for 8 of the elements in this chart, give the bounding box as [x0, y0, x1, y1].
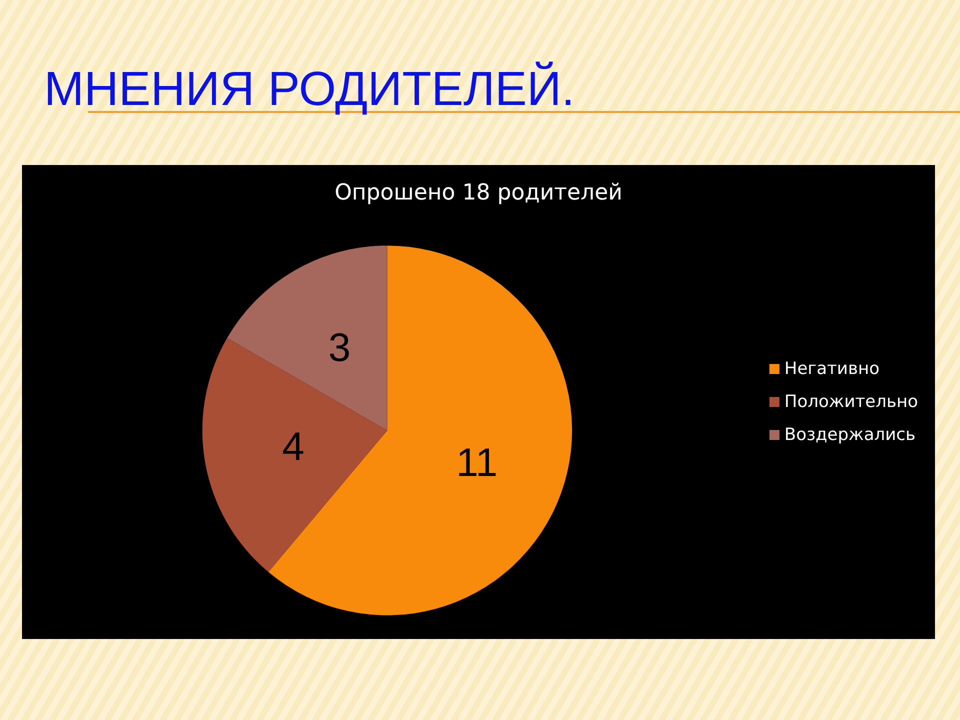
- data-label: 11: [456, 441, 498, 486]
- chart-title: МНЕНИЯ РОДИТЕЛЕЙ.: [44, 63, 575, 116]
- chart-subtitle: Опрошено 18 родителей: [334, 180, 622, 206]
- legend-label: Воздержались: [784, 425, 916, 445]
- legend-label: Положительно: [784, 392, 918, 412]
- legend-label: Негативно: [784, 359, 880, 379]
- data-label: 3: [328, 326, 351, 370]
- data-label: 4: [282, 425, 304, 470]
